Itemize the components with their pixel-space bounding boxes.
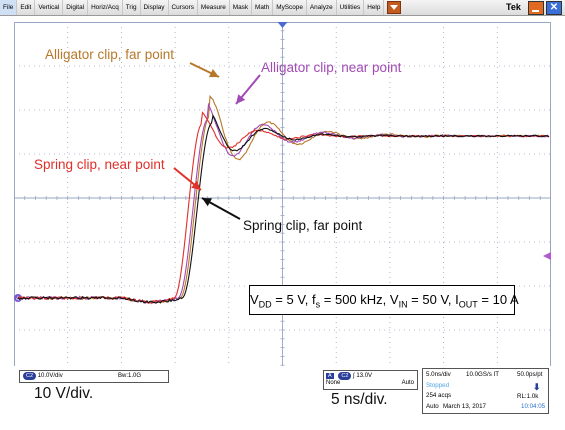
label-spring-far: Spring clip, far point <box>243 218 363 233</box>
horizontal-scale: 5.0ns/div <box>426 371 451 378</box>
label-alligator-far: Alligator clip, far point <box>45 47 175 62</box>
channel-badge: C2 <box>23 372 37 380</box>
arrow-alligator-near-head <box>236 94 246 104</box>
resolution: 50.0ps/pt <box>517 371 543 378</box>
timebase-readout[interactable]: 5.0ns/div 10.0GS/s IT 50.0ps/pt Stopped … <box>422 368 549 414</box>
date: March 13, 2017 <box>443 403 486 410</box>
trigger-coupling: None <box>326 380 341 386</box>
time-per-div-label: 5 ns/div. <box>331 391 388 408</box>
conditions-box: VDD = 5 V, fs = 500 kHz, VIN = 50 V, IOU… <box>249 285 519 315</box>
menu-mask[interactable]: Mask <box>230 0 253 15</box>
acq-status: Stopped <box>426 382 450 389</box>
trigger-level-icon <box>543 252 551 260</box>
menu-help[interactable]: Help <box>364 0 385 15</box>
menu-trig[interactable]: Trig <box>123 0 141 15</box>
waveform-spring-far <box>17 114 550 304</box>
arrow-spring-near-head <box>191 180 201 190</box>
menu-edit[interactable]: Edit <box>17 0 36 15</box>
channel-marker-label: 4 <box>16 297 20 303</box>
channel-scale: 10.0V/div <box>37 373 63 379</box>
dropdown-arrow-icon[interactable] <box>387 1 402 14</box>
menu-file[interactable]: File <box>0 0 18 15</box>
menu-analyze[interactable]: Analyze <box>307 0 337 15</box>
channel-readout[interactable]: C2 10.0V/div Bw:1.0G <box>19 370 169 383</box>
menu-myscope[interactable]: MyScope <box>273 0 307 15</box>
acq-mode: Auto <box>426 403 439 410</box>
close-icon[interactable]: ✕ <box>546 1 562 15</box>
arrow-alligator-far-head <box>208 69 219 78</box>
menu-horiz-acq[interactable]: Horiz/Acq <box>88 0 123 15</box>
menu-bar: File Edit Vertical Digital Horiz/Acq Tri… <box>0 0 565 16</box>
bandwidth-readout: Bw:1.0G <box>118 373 142 379</box>
menu-digital[interactable]: Digital <box>63 0 89 15</box>
minimize-icon[interactable] <box>528 1 544 15</box>
menu-math[interactable]: Math <box>252 0 274 15</box>
trigger-level: ∫ 13.0V <box>353 373 373 379</box>
time: 10:04:05 <box>521 403 546 410</box>
trigger-source-badge: A <box>326 373 334 379</box>
menu-utilities[interactable]: Utilities <box>337 0 365 15</box>
record-length: RL:1.0k <box>517 393 539 400</box>
acquisition-count: 254 acqs <box>426 392 452 399</box>
arrow-spring-far-head <box>202 198 213 207</box>
trigger-position-icon <box>277 22 288 28</box>
trigger-mode: Auto <box>401 380 414 386</box>
label-alligator-near: Alligator clip, near point <box>261 60 402 75</box>
brand-logo: Tek <box>506 2 521 12</box>
trigger-down-arrow-icon: ⬇ <box>533 382 541 392</box>
menu-vertical[interactable]: Vertical <box>35 0 64 15</box>
volts-per-div-label: 10 V/div. <box>34 385 94 402</box>
label-spring-near: Spring clip, near point <box>34 157 165 172</box>
menu-display[interactable]: Display <box>141 0 169 15</box>
sample-rate: 10.0GS/s IT <box>466 371 500 378</box>
menu-measure[interactable]: Measure <box>198 0 230 15</box>
waveform-spring-near <box>17 111 550 304</box>
menu-cursors[interactable]: Cursors <box>169 0 198 15</box>
trigger-readout[interactable]: A C2 ∫ 13.0V None Auto <box>323 370 418 390</box>
trigger-channel-badge: C2 <box>338 372 352 380</box>
